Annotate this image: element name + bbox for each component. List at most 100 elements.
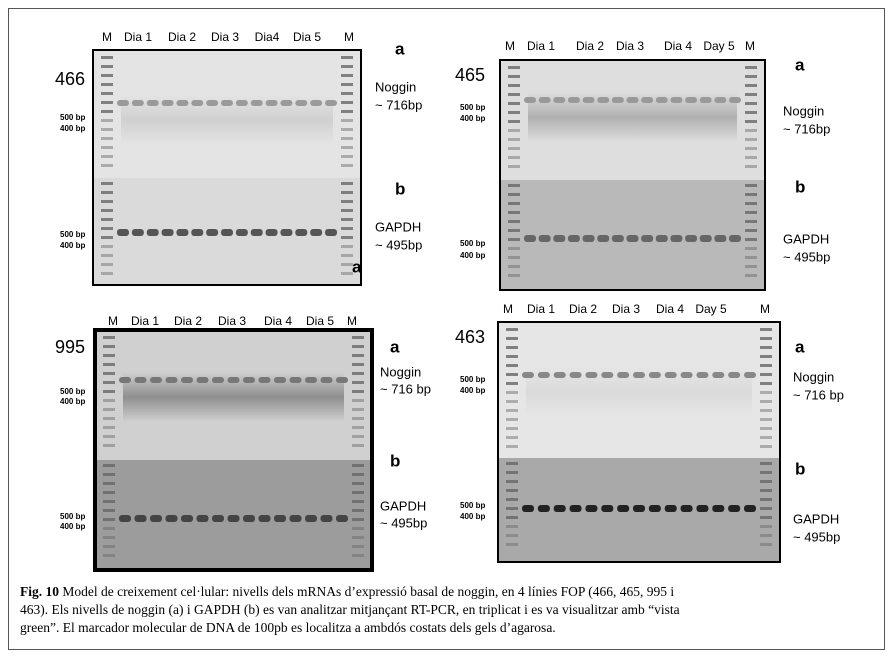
ladder-band: [352, 536, 364, 539]
gel-band: [280, 100, 293, 106]
lane-label: Dia 1: [527, 39, 555, 53]
gel-band: [227, 515, 240, 522]
ladder-band: [103, 408, 115, 411]
ladder-band: [101, 191, 113, 194]
gel-band: [664, 505, 677, 512]
gel-band: [670, 97, 683, 103]
ladder-band: [103, 464, 115, 467]
ladder-band: [341, 236, 353, 239]
ladder-band: [352, 554, 364, 557]
gene-label: ~ 495bp: [793, 529, 840, 544]
ladder-band: [352, 408, 364, 411]
gel-band: [176, 229, 189, 236]
ladder-band: [745, 102, 757, 105]
ladder-band: [508, 247, 520, 250]
ladder-band: [103, 417, 115, 420]
ladder-band: [341, 200, 353, 203]
ladder-band: [101, 263, 113, 266]
ladder-band: [508, 102, 520, 105]
ladder-band: [508, 93, 520, 96]
gel-band: [553, 235, 566, 242]
lane-label: M: [505, 39, 515, 53]
gel-band: [206, 100, 219, 106]
section-label: a: [795, 55, 805, 74]
ladder-band: [352, 354, 364, 357]
ladder-band: [760, 489, 772, 492]
gel-band: [744, 505, 756, 512]
ladder-band: [745, 220, 757, 223]
ladder-band: [101, 164, 113, 167]
ladder-band: [352, 482, 364, 485]
ladder-band: [506, 364, 518, 367]
ladder-band: [745, 120, 757, 123]
lane-label: Dia 3: [616, 39, 644, 53]
ladder-band: [745, 211, 757, 214]
gel-band: [161, 229, 174, 236]
ladder-band: [745, 193, 757, 196]
section-label: b: [795, 459, 805, 478]
ladder-band: [508, 165, 520, 168]
ladder-band: [508, 129, 520, 132]
gel-band: [641, 235, 654, 242]
gel-band: [585, 505, 598, 512]
ladder-band: [508, 111, 520, 114]
ladder-band: [103, 554, 115, 557]
ladder-band: [341, 128, 353, 131]
ladder-band: [760, 355, 772, 358]
gel-band: [522, 505, 534, 512]
ladder-band: [103, 354, 115, 357]
ladder-band: [506, 355, 518, 358]
ladder-band: [760, 427, 772, 430]
gel-band: [250, 100, 263, 106]
gel-band: [146, 100, 159, 106]
ladder-band: [352, 426, 364, 429]
gel-band: [325, 100, 337, 106]
ladder-band: [506, 471, 518, 474]
gene-label: ~ 716bp: [783, 121, 830, 136]
ladder-band: [103, 381, 115, 384]
gel-band: [320, 377, 333, 383]
ladder-band: [103, 444, 115, 447]
ladder-band: [760, 525, 772, 528]
ladder-band: [506, 436, 518, 439]
ladder-band: [760, 436, 772, 439]
section-label: b: [795, 177, 805, 196]
ladder-band: [760, 391, 772, 394]
ladder-band: [341, 155, 353, 158]
gel-band: [181, 515, 193, 522]
ladder-band: [760, 507, 772, 510]
size-label: 400 bp: [60, 241, 85, 250]
ladder-band: [103, 527, 115, 530]
gene-label: Noggin: [380, 364, 421, 379]
lane-label: Day 5: [695, 302, 727, 316]
gel-band: [567, 97, 580, 103]
gel-band: [680, 372, 693, 378]
lane-label: Dia 4: [664, 39, 692, 53]
lane-label: Dia 4: [264, 314, 292, 328]
ladder-band: [341, 83, 353, 86]
ladder-band: [506, 489, 518, 492]
lane-label: Dia 3: [612, 302, 640, 316]
gel-mark: a: [352, 257, 362, 276]
ladder-band: [352, 390, 364, 393]
ladder-band: [506, 462, 518, 465]
ladder-band: [506, 498, 518, 501]
ladder-band: [352, 509, 364, 512]
gene-label: Noggin: [793, 369, 834, 384]
size-label: 400 bp: [460, 512, 485, 521]
ladder-band: [103, 509, 115, 512]
ladder-band: [352, 399, 364, 402]
caption-text: Model de creixement cel·lular: nivells d…: [59, 584, 674, 599]
ladder-band: [341, 254, 353, 257]
gel-band: [289, 377, 302, 383]
gel-band: [729, 97, 741, 103]
gel-band: [119, 377, 131, 383]
gel-band: [212, 377, 224, 383]
ladder-band: [352, 381, 364, 384]
gel-band: [336, 515, 348, 522]
ladder-band: [508, 238, 520, 241]
gel-band: [597, 235, 610, 242]
ladder-band: [760, 400, 772, 403]
ladder-band: [508, 138, 520, 141]
